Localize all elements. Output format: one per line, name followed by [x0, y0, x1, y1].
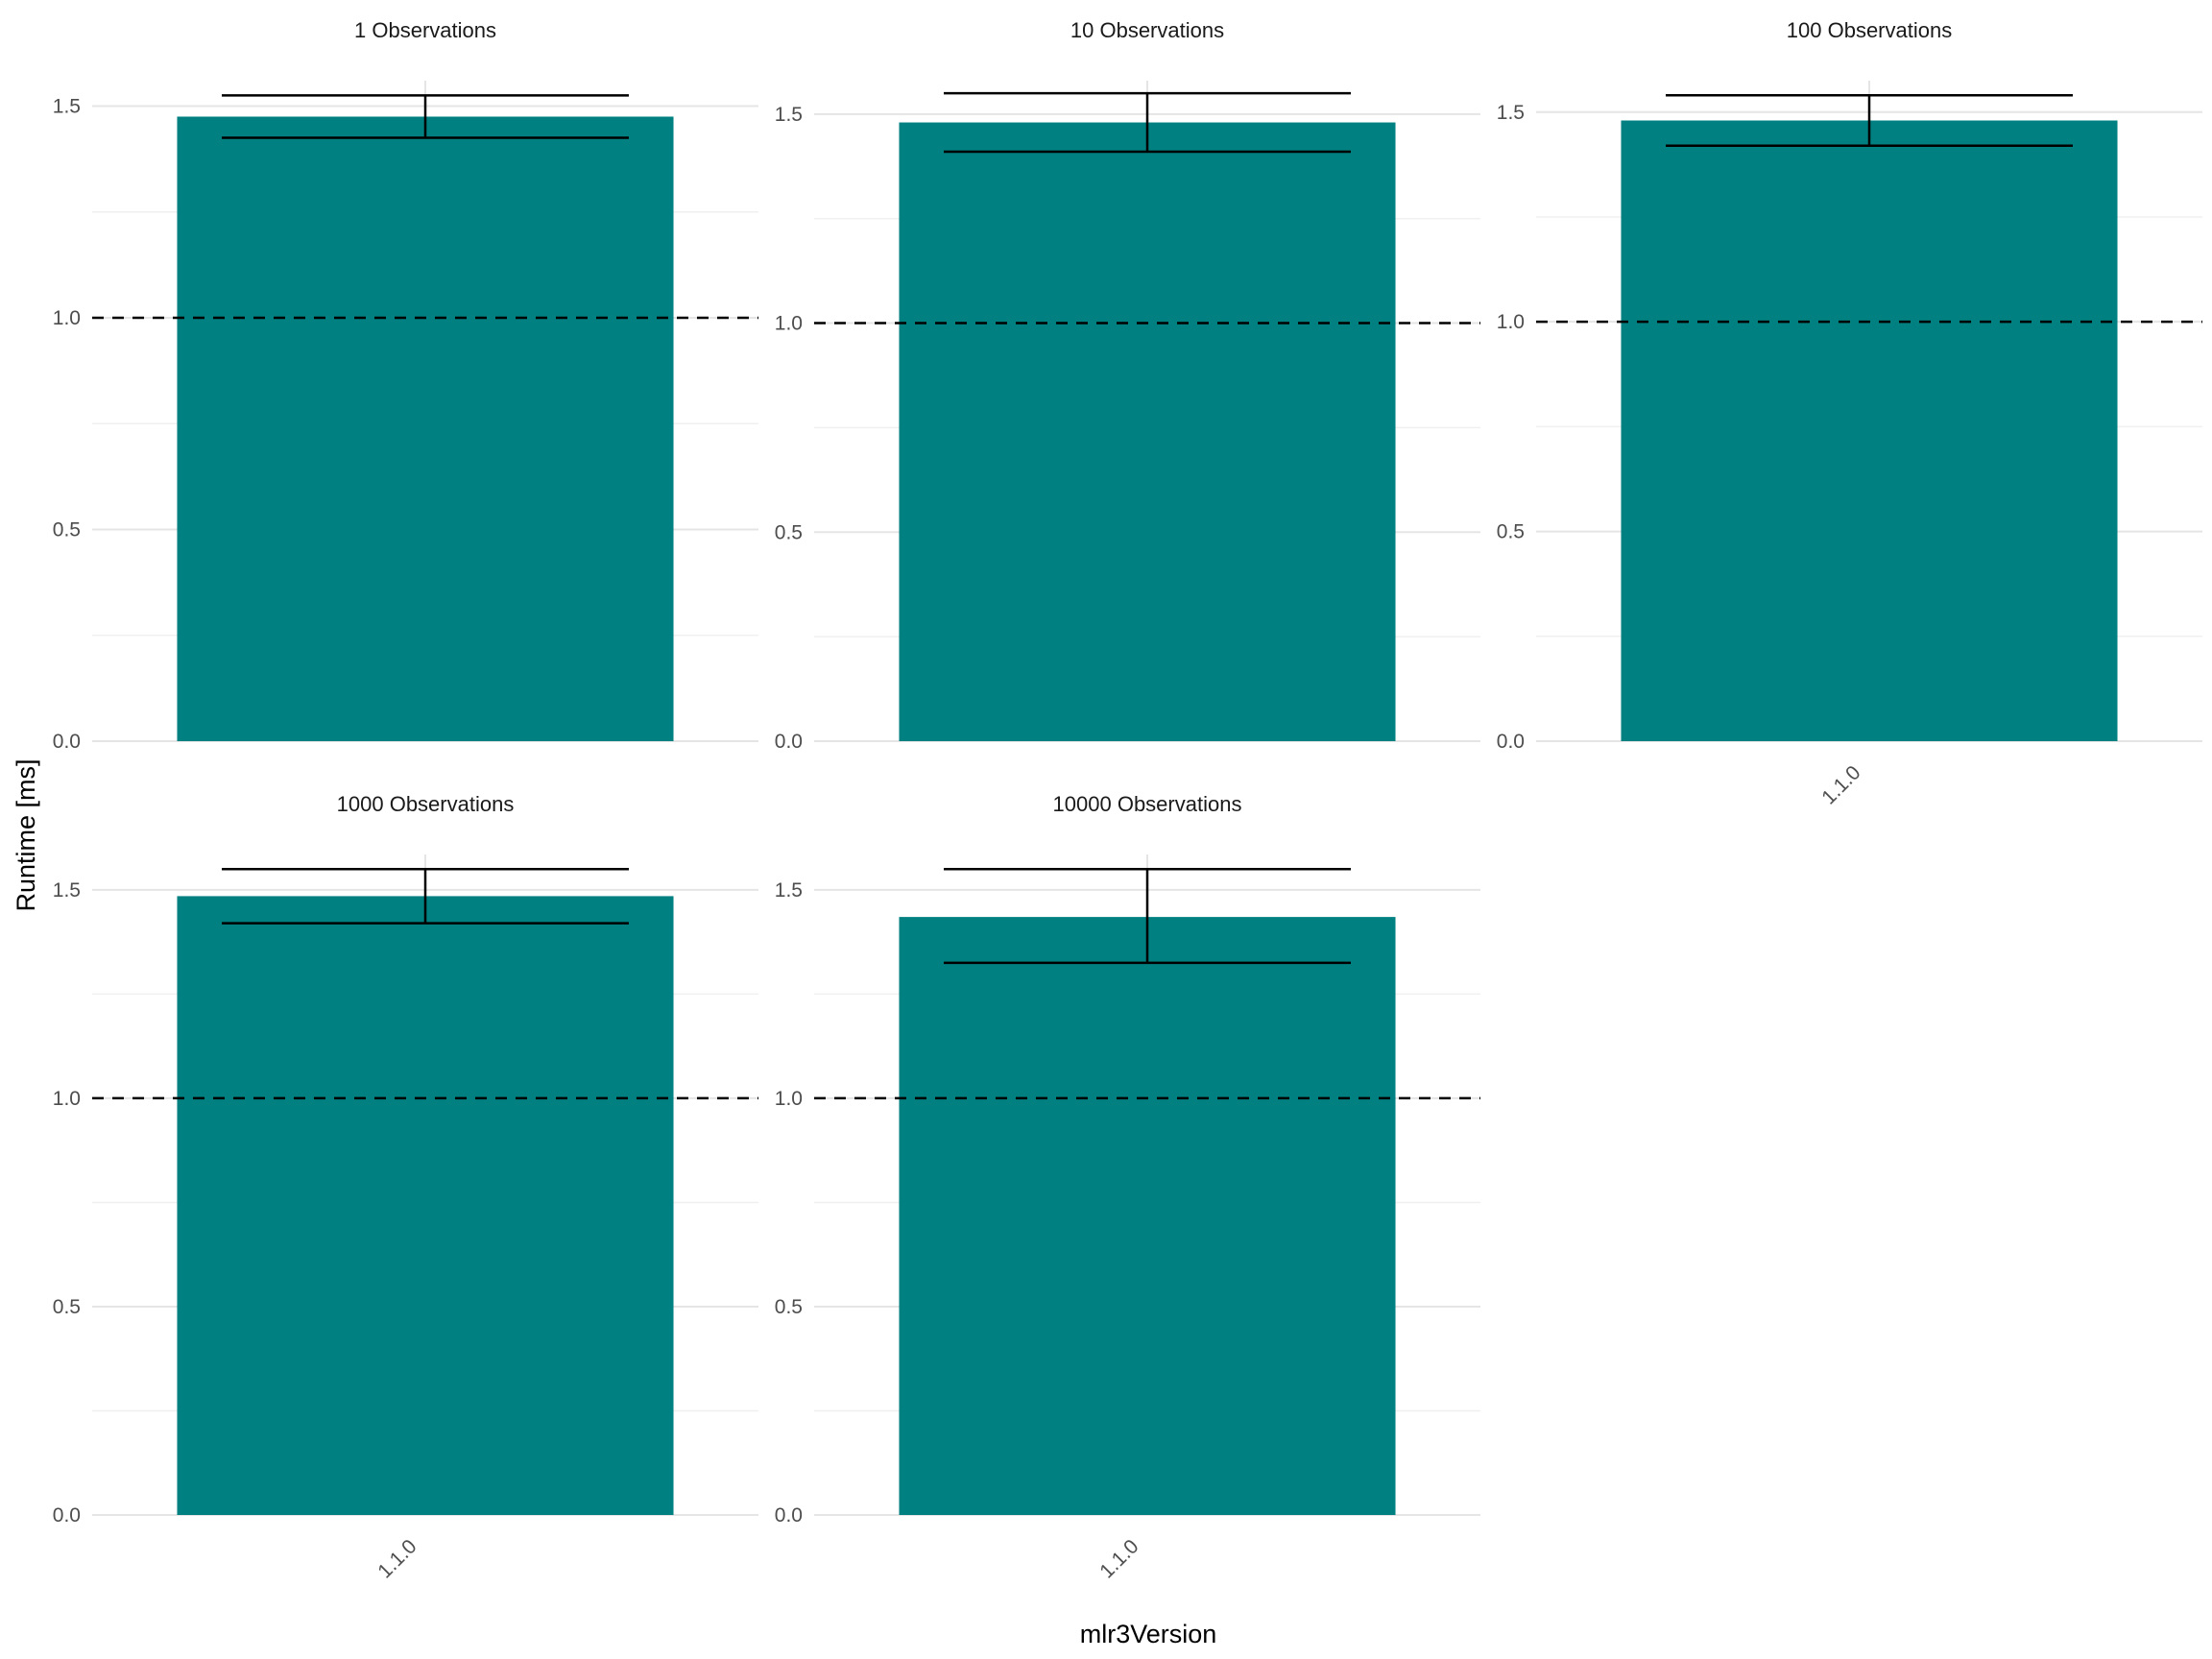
panels-layer: 0.0 0.5 1.0 1.5 1 Observations 0.0 0.5 1.0 1.5 10… — [53, 18, 2202, 1583]
y-tick-label: 0.0 — [775, 1504, 803, 1527]
facet-strip-title: 10000 Observations — [1053, 792, 1242, 816]
y-tick-label: 1.0 — [53, 1088, 81, 1110]
bar — [899, 122, 1396, 741]
x-tick-label: 1.1.0 — [1095, 1535, 1142, 1582]
y-tick-label: 1.0 — [1497, 311, 1525, 333]
facet-strip-title: 100 Observations — [1787, 18, 1952, 42]
y-tick-label: 0.0 — [1497, 731, 1525, 753]
facet-strip-title: 1000 Observations — [337, 792, 515, 816]
y-tick-label: 1.5 — [775, 104, 803, 126]
y-tick-label: 0.5 — [775, 521, 803, 543]
y-axis-title: Runtime [ms] — [12, 758, 40, 911]
y-tick-label: 0.0 — [775, 731, 803, 753]
y-tick-label: 0.0 — [53, 731, 81, 753]
y-tick-label: 1.0 — [53, 307, 81, 329]
facet-strip-title: 10 Observations — [1070, 18, 1224, 42]
facet-panel: 0.0 0.5 1.0 1.5 10 Observations — [775, 18, 1480, 753]
bar — [177, 896, 674, 1515]
y-tick-label: 1.5 — [53, 95, 81, 117]
facet-panel: 0.0 0.5 1.0 1.5 1 Observations — [53, 18, 758, 753]
y-tick-label: 1.5 — [775, 879, 803, 902]
y-tick-label: 1.0 — [775, 1088, 803, 1110]
facet-panel: 0.0 0.5 1.0 1.5 10000 Observations 1.1.0 — [775, 792, 1480, 1583]
y-tick-label: 1.0 — [775, 313, 803, 335]
y-tick-label: 0.5 — [1497, 521, 1525, 543]
y-tick-label: 0.5 — [53, 518, 81, 541]
facet-strip-title: 1 Observations — [354, 18, 496, 42]
y-tick-label: 0.5 — [775, 1296, 803, 1318]
facet-panel: 0.0 0.5 1.0 1.5 100 Observations 1.1.0 — [1497, 18, 2202, 809]
y-tick-label: 0.0 — [53, 1504, 81, 1527]
x-axis-title: mlr3Version — [1080, 1620, 1217, 1648]
x-tick-label: 1.1.0 — [1817, 761, 1864, 808]
x-tick-label: 1.1.0 — [373, 1535, 421, 1582]
y-tick-label: 1.5 — [53, 879, 81, 902]
bar — [899, 917, 1396, 1515]
y-tick-label: 1.5 — [1497, 102, 1525, 124]
bar — [177, 116, 674, 741]
facet-panel: 0.0 0.5 1.0 1.5 1000 Observations 1.1.0 — [53, 792, 758, 1583]
bar — [1621, 120, 2118, 741]
y-tick-label: 0.5 — [53, 1296, 81, 1318]
